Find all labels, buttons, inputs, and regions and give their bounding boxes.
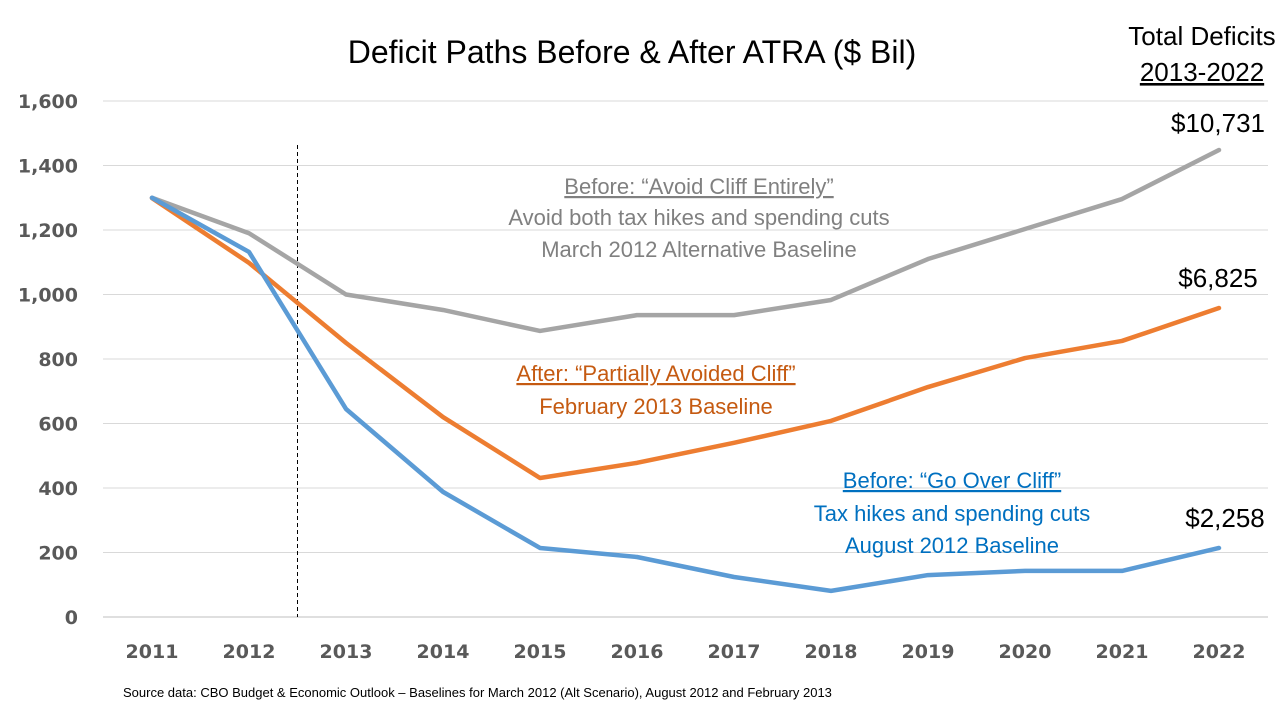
x-tick-label: 2013 <box>320 641 373 663</box>
y-tick-label: 200 <box>38 543 78 565</box>
y-tick-label: 0 <box>65 607 78 629</box>
x-tick-label: 2014 <box>417 641 470 663</box>
y-tick-label: 1,400 <box>18 156 78 178</box>
x-tick-label: 2017 <box>708 641 761 663</box>
x-axis: 2011 2012 2013 2014 2015 2016 2017 2018 2019 2020… <box>126 641 1246 663</box>
x-tick-label: 2015 <box>514 641 567 663</box>
annotation-partial-line1: February 2013 Baseline <box>539 394 773 419</box>
series-line-avoid <box>149 147 1222 334</box>
y-tick-label: 800 <box>38 349 78 371</box>
series-lines <box>149 147 1222 594</box>
y-tick-label: 600 <box>38 414 78 436</box>
annotation-over-heading: Before: “Go Over Cliff” <box>843 468 1061 493</box>
x-tick-label: 2011 <box>126 641 179 663</box>
annotation-avoid-heading: Before: “Avoid Cliff Entirely” <box>564 174 833 199</box>
series-line-over <box>149 195 1222 594</box>
annotation-avoid-line2: March 2012 Alternative Baseline <box>541 237 857 262</box>
y-tick-label: 400 <box>38 478 78 500</box>
y-tick-label: 1,000 <box>18 285 78 307</box>
y-tick-label: 1,600 <box>18 91 78 113</box>
source-note: Source data: CBO Budget & Economic Outlo… <box>123 685 832 700</box>
y-tick-label: 1,200 <box>18 220 78 242</box>
x-tick-label: 2016 <box>611 641 664 663</box>
totals-heading: Total Deficits <box>1128 21 1275 51</box>
annotation-over-line2: August 2012 Baseline <box>845 533 1059 558</box>
x-tick-label: 2022 <box>1193 641 1246 663</box>
total-partial-cliff: $6,825 <box>1178 263 1258 293</box>
y-axis: 0 200 400 600 800 1,000 1,200 1,400 1,600 <box>18 91 78 629</box>
annotation-over-cliff: Before: “Go Over Cliff” Tax hikes and sp… <box>814 468 1090 558</box>
annotation-avoid-line1: Avoid both tax hikes and spending cuts <box>508 205 889 230</box>
annotation-partial-cliff: After: “Partially Avoided Cliff” Februar… <box>516 361 795 419</box>
x-tick-label: 2019 <box>902 641 955 663</box>
annotation-over-line1: Tax hikes and spending cuts <box>814 501 1090 526</box>
x-tick-label: 2018 <box>805 641 858 663</box>
x-tick-label: 2012 <box>223 641 276 663</box>
totals-period: 2013-2022 <box>1140 57 1264 87</box>
chart-title: Deficit Paths Before & After ATRA ($ Bil… <box>348 34 917 70</box>
annotation-partial-heading: After: “Partially Avoided Cliff” <box>516 361 795 386</box>
series-line-partial <box>149 195 1222 481</box>
total-avoid-cliff: $10,731 <box>1171 108 1265 138</box>
x-tick-label: 2021 <box>1096 641 1149 663</box>
annotation-avoid-cliff: Before: “Avoid Cliff Entirely” Avoid bot… <box>508 174 889 262</box>
x-tick-label: 2020 <box>999 641 1052 663</box>
total-over-cliff: $2,258 <box>1185 503 1265 533</box>
